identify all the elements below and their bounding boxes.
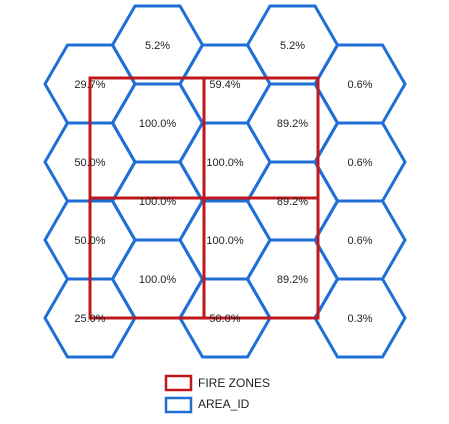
fire-zones-legend-label: FIRE ZONES [198,376,270,390]
hexagon-percent-label: 100.0% [139,274,177,286]
hexagon-percent-label: 25.0% [74,313,105,325]
hexagon-percent-label: 29.7% [74,79,105,91]
hexagon-percent-label: 0.6% [347,157,372,169]
hexagon-percent-label: 0.6% [347,235,372,247]
hexagon-percent-label: 100.0% [139,118,177,130]
fire-zones-layer [88,76,320,320]
area-id-hexagon-layer [43,4,407,359]
fire-zone-cell [88,196,206,320]
hexagon-percent-label: 100.0% [206,157,244,169]
map-legend: FIRE ZONES AREA_ID [164,374,270,414]
area-hexagon [43,277,137,359]
hexagon-percent-label: 5.2% [145,40,170,52]
fire-zones-legend-swatch [164,374,193,392]
fire-zone-cell [202,196,320,320]
hexagon-percent-label: 5.2% [280,40,305,52]
hexagon-percent-label: 100.0% [139,196,177,208]
hexagon-percent-label: 50.0% [209,313,240,325]
hexagon-percent-label: 50.0% [74,235,105,247]
hexagon-percent-label: 89.2% [277,118,308,130]
hexagon-percent-label: 89.2% [277,196,308,208]
area-id-legend-swatch [164,396,193,414]
hexagon-percent-label: 100.0% [206,235,244,247]
hexagon-percent-label: 0.6% [347,79,372,91]
hexagon-percent-label: 0.3% [347,313,372,325]
hexagon-percent-label: 50.0% [74,157,105,169]
hexagon-label-layer: 5.2% 5.2% 29.7% 59.4% 0.6% 100.0% 89.2% 50.0% 10… [74,40,372,325]
hexagon-percent-label: 59.4% [209,79,240,91]
hexagon-percent-label: 89.2% [277,274,308,286]
area-id-legend-label: AREA_ID [198,397,250,411]
